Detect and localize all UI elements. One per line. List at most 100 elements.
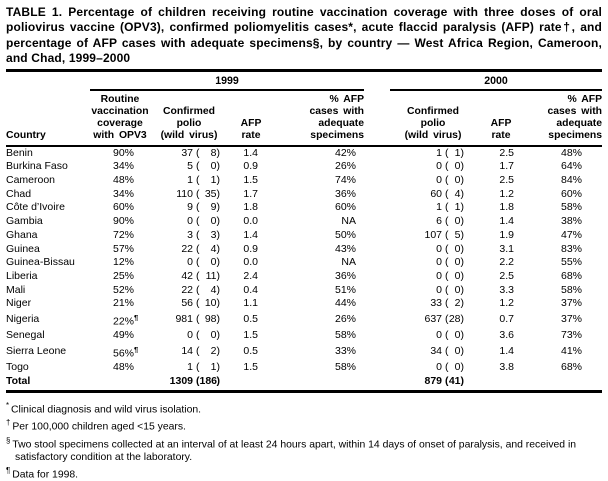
cell-opv3-coverage: 90% — [112, 215, 134, 228]
cell-spacer — [364, 160, 390, 174]
footnote-marker: § — [6, 435, 11, 445]
cell-afp-rate-2000: 1.4 — [499, 345, 515, 358]
table-row: Chad 34% 110(35) 1.7 36% 60(4) 1.2 60% — [6, 188, 602, 202]
col-header-afp-2000: AFP rate — [476, 89, 527, 147]
cell-afp-rate-1999 — [228, 374, 274, 393]
cell-pct-adequate-2000: 83% — [561, 242, 583, 255]
cell-afp-rate-2000: 3.8 — [499, 361, 515, 374]
cell-spacer — [364, 361, 390, 375]
column-header-row: Country Routine vaccination coverage wit… — [6, 89, 603, 147]
year-group-1999: 1999 — [90, 71, 365, 91]
cell-country: Mali — [6, 283, 26, 296]
cell-confirmed-polio-2000: 6(0) — [436, 215, 465, 228]
cell-opv3-coverage: 34% — [112, 187, 134, 200]
cell-confirmed-polio-2000: 0(0) — [436, 160, 465, 173]
cell-pct-adequate-1999: 51% — [335, 283, 357, 296]
cell-country: Sierra Leone — [6, 345, 67, 358]
cell-afp-rate-2000: 2.2 — [499, 256, 515, 269]
cell-confirmed-polio-1999: 981(98) — [175, 313, 220, 326]
cell-spacer — [364, 188, 390, 202]
cell-pct-adequate-2000: 58% — [561, 201, 583, 214]
cell-spacer — [364, 343, 390, 361]
cell-confirmed-polio-2000: 637 (28) — [424, 313, 465, 326]
cell-afp-rate-1999: 0.9 — [243, 160, 258, 173]
col-header-pct-2000: % AFP cases with adequate specimens — [526, 89, 603, 147]
cell-afp-rate-2000: 2.5 — [499, 174, 515, 187]
cell-pct-adequate-1999: 50% — [335, 228, 357, 241]
cell-opv3-coverage: 57% — [112, 242, 134, 255]
cell-opv3-coverage: 34% — [112, 160, 134, 173]
col-header-pct-1999: % AFP cases with adequate specimens — [274, 89, 365, 147]
cell-opv3-coverage: 48% — [112, 174, 134, 187]
cell-pct-adequate-1999: 58% — [335, 329, 357, 342]
cell-confirmed-polio-2000: 60(4) — [430, 187, 465, 200]
cell-pct-adequate-2000: 64% — [561, 160, 583, 173]
cell-afp-rate-2000: 1.2 — [499, 297, 515, 310]
cell-confirmed-polio-1999: 37(8) — [181, 146, 220, 159]
title-rule — [6, 68, 602, 72]
table-row: Mali 52% 22(4) 0.4 51% 0(0) 3.3 58% — [6, 284, 602, 298]
footnote-marker: † — [6, 418, 11, 428]
cell-spacer — [364, 329, 390, 343]
table-row: Liberia 25% 42(11) 2.4 36% 0(0) 2.5 68% — [6, 270, 602, 284]
cell-pct-adequate-2000: 55% — [561, 256, 583, 269]
year-group-row: 1999 2000 — [6, 71, 603, 91]
cell-confirmed-polio-2000: 107(5) — [424, 228, 465, 241]
table-row: Côte d’Ivoire 60% 9(9) 1.8 60% 1(1) 1.8 58% — [6, 201, 602, 215]
cell-confirmed-polio-2000: 34(0) — [430, 345, 465, 358]
cell-spacer — [364, 297, 390, 311]
cell-afp-rate-2000: 1.8 — [499, 201, 515, 214]
cell-afp-rate-2000: 3.1 — [499, 242, 515, 255]
cell-country: Chad — [6, 187, 32, 200]
cell-pct-adequate-2000: 68% — [561, 269, 583, 282]
cell-confirmed-polio-1999: 1309 (186) — [150, 374, 228, 393]
cell-confirmed-polio-1999: 56(10) — [181, 297, 220, 310]
footnote-1998-data: ¶ Data for 1998. — [6, 464, 602, 481]
cell-afp-rate-2000: 2.5 — [499, 146, 515, 159]
table-row: Sierra Leone 56%¶ 14(2) 0.5 33% 34(0) 1.4 41% — [6, 343, 602, 361]
col-header-polio-1999: Confirmed polio (wild virus) — [150, 89, 228, 147]
cell-spacer — [364, 146, 390, 161]
cell-confirmed-polio-2000: 0(0) — [436, 256, 465, 269]
cell-afp-rate-1999: 0.5 — [243, 345, 258, 358]
cell-afp-rate-1999: 0.0 — [243, 256, 258, 269]
cell-afp-rate-2000: 1.9 — [499, 228, 515, 241]
cell-opv3-coverage: 49% — [112, 329, 134, 342]
cell-confirmed-polio-1999: 22(4) — [181, 242, 220, 255]
table-body: Benin 90% 37(8) 1.4 42% 1(1) 2.5 48% Burkina Fas… — [6, 146, 603, 393]
cell-opv3-coverage: 25% — [112, 269, 134, 282]
cell-afp-rate-2000: 1.7 — [499, 160, 515, 173]
cell-confirmed-polio-2000: 0(0) — [436, 283, 465, 296]
cell-pct-adequate-2000: 84% — [561, 174, 583, 187]
cell-pct-adequate-2000: 37% — [561, 313, 583, 326]
cell-pct-adequate-2000: 38% — [561, 215, 583, 228]
table-row: Ghana 72% 3(3) 1.4 50% 107(5) 1.9 47% — [6, 229, 602, 243]
cell-pct-adequate-1999: 58% — [335, 361, 357, 374]
cell-pct-adequate-2000: 60% — [561, 187, 583, 200]
cell-confirmed-polio-1999: 1(1) — [187, 174, 220, 187]
cell-country: Ghana — [6, 228, 38, 241]
cell-opv3-coverage: 22%¶ — [112, 313, 139, 328]
cell-spacer — [364, 229, 390, 243]
cell-confirmed-polio-1999: 1(1) — [187, 361, 220, 374]
cell-afp-rate-1999: 1.8 — [243, 201, 258, 214]
cell-pct-adequate-2000: 68% — [561, 361, 583, 374]
table-row: Guinea 57% 22(4) 0.9 43% 0(0) 3.1 83% — [6, 243, 602, 257]
col-header-country: Country — [6, 89, 90, 147]
cell-afp-rate-1999: 0.5 — [243, 313, 258, 326]
cell-country: Total — [6, 374, 90, 393]
cell-afp-rate-2000: 3.3 — [499, 283, 515, 296]
cell-afp-rate-2000: 0.7 — [499, 313, 515, 326]
cell-opv3-coverage: 48% — [112, 361, 134, 374]
cell-country: Cameroon — [6, 174, 56, 187]
cell-afp-rate-2000: 1.2 — [499, 187, 515, 200]
cell-country: Senegal — [6, 329, 45, 342]
cell-confirmed-polio-1999: 5(0) — [187, 160, 220, 173]
footnote-marker: * — [6, 400, 10, 410]
cell-opv3-coverage: 52% — [112, 283, 134, 296]
cell-opv3-coverage — [90, 374, 150, 393]
cell-pct-adequate-1999 — [274, 374, 365, 393]
cell-spacer — [364, 284, 390, 298]
cell-afp-rate-1999: 1.4 — [243, 146, 258, 159]
